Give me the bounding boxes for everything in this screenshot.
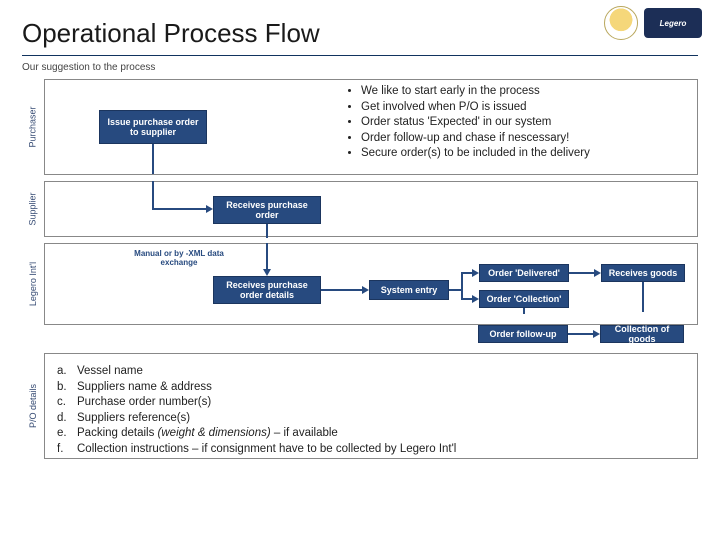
list-item: b.Suppliers name & address (57, 380, 685, 396)
arrow-line (568, 333, 593, 335)
box-order-collection: Order 'Collection' (479, 290, 569, 308)
box-issue-po: Issue purchase order to supplier (99, 110, 207, 144)
logo-group: Legero (604, 6, 702, 40)
po-details-list: a.Vessel name b.Suppliers name & address… (53, 360, 689, 461)
list-text: Packing details (weight & dimensions) – … (77, 426, 338, 442)
lane-label-supplier: Supplier (28, 192, 38, 225)
arrow-line (523, 308, 525, 314)
list-marker: e. (57, 426, 77, 442)
arrow-head-icon (594, 269, 601, 277)
arrow-head-icon (593, 330, 600, 338)
arrow-head-icon (362, 286, 369, 294)
swimlane-supplier: Supplier Receives purchase order (22, 181, 698, 237)
list-text: Collection instructions – if consignment… (77, 442, 456, 458)
box-order-delivered: Order 'Delivered' (479, 264, 569, 282)
arrow-line (266, 243, 268, 270)
page-subtitle: Our suggestion to the process (22, 62, 698, 73)
slide: Legero Operational Process Flow Our sugg… (0, 0, 720, 540)
box-order-follow-up: Order follow-up (478, 325, 568, 343)
lane-label-col: Purchaser (22, 79, 44, 175)
arrow-line (642, 282, 644, 312)
inter-row: Order follow-up Collection of goods (44, 325, 698, 347)
lane-label-col: Legero Int'l (22, 243, 44, 325)
arrow-line (266, 224, 268, 238)
arrow-line (152, 144, 154, 174)
list-text: Suppliers name & address (77, 380, 212, 396)
arrow-head-icon (263, 269, 271, 276)
arrow-head-icon (472, 295, 479, 303)
bullet-item: Order status 'Expected' in our system (361, 115, 590, 131)
arrow-head-icon (206, 205, 213, 213)
list-marker: f. (57, 442, 77, 458)
bullet-item: Order follow-up and chase if nescessary! (361, 131, 590, 147)
page-title: Operational Process Flow (22, 18, 698, 49)
bullet-item: Secure order(s) to be included in the de… (361, 146, 590, 162)
list-marker: c. (57, 395, 77, 411)
lane-label-purchaser: Purchaser (28, 106, 38, 147)
arrow-line (461, 272, 463, 300)
arrow-line (152, 181, 154, 208)
title-rule (22, 55, 698, 56)
list-marker: d. (57, 411, 77, 427)
list-item: c.Purchase order number(s) (57, 395, 685, 411)
box-receives-goods: Receives goods (601, 264, 685, 282)
crest-logo-icon (604, 6, 638, 40)
lane-legero: Manual or by -XML data exchange Receives… (44, 243, 698, 325)
list-text: Vessel name (77, 364, 143, 380)
arrow-line (569, 272, 594, 274)
list-text: Suppliers reference(s) (77, 411, 190, 427)
lane-supplier: Receives purchase order (44, 181, 698, 237)
arrow-head-icon (472, 269, 479, 277)
lane-label-col: Supplier (22, 181, 44, 237)
legero-logo-text: Legero (660, 19, 687, 28)
legero-logo-icon: Legero (644, 8, 702, 38)
list-item: a.Vessel name (57, 364, 685, 380)
lane-label-po: P/O details (28, 384, 38, 428)
box-collection-of-goods: Collection of goods (600, 325, 684, 343)
italic-span: (weight & dimensions) (158, 427, 271, 439)
list-marker: b. (57, 380, 77, 396)
box-system-entry: System entry (369, 280, 449, 300)
list-item: e.Packing details (weight & dimensions) … (57, 426, 685, 442)
annotation-manual-xml: Manual or by -XML data exchange (131, 250, 227, 268)
list-marker: a. (57, 364, 77, 380)
list-text: Purchase order number(s) (77, 395, 211, 411)
bullet-list: We like to start early in the process Ge… (345, 84, 590, 162)
arrow-line (321, 289, 362, 291)
swimlane-po-details: P/O details a.Vessel name b.Suppliers na… (22, 353, 698, 459)
bullet-item: Get involved when P/O is issued (361, 100, 590, 116)
box-receives-po-details: Receives purchase order details (213, 276, 321, 304)
swimlane-purchaser: Purchaser We like to start early in the … (22, 79, 698, 175)
box-receives-po: Receives purchase order (213, 196, 321, 224)
swimlane-legero: Legero Int'l Manual or by -XML data exch… (22, 243, 698, 325)
list-item: f.Collection instructions – if consignme… (57, 442, 685, 458)
lane-label-legero: Legero Int'l (28, 262, 38, 306)
lane-po-details: a.Vessel name b.Suppliers name & address… (44, 353, 698, 459)
list-item: d.Suppliers reference(s) (57, 411, 685, 427)
arrow-line (152, 208, 206, 210)
lane-purchaser: We like to start early in the process Ge… (44, 79, 698, 175)
bullet-item: We like to start early in the process (361, 84, 590, 100)
lane-label-col: P/O details (22, 353, 44, 459)
